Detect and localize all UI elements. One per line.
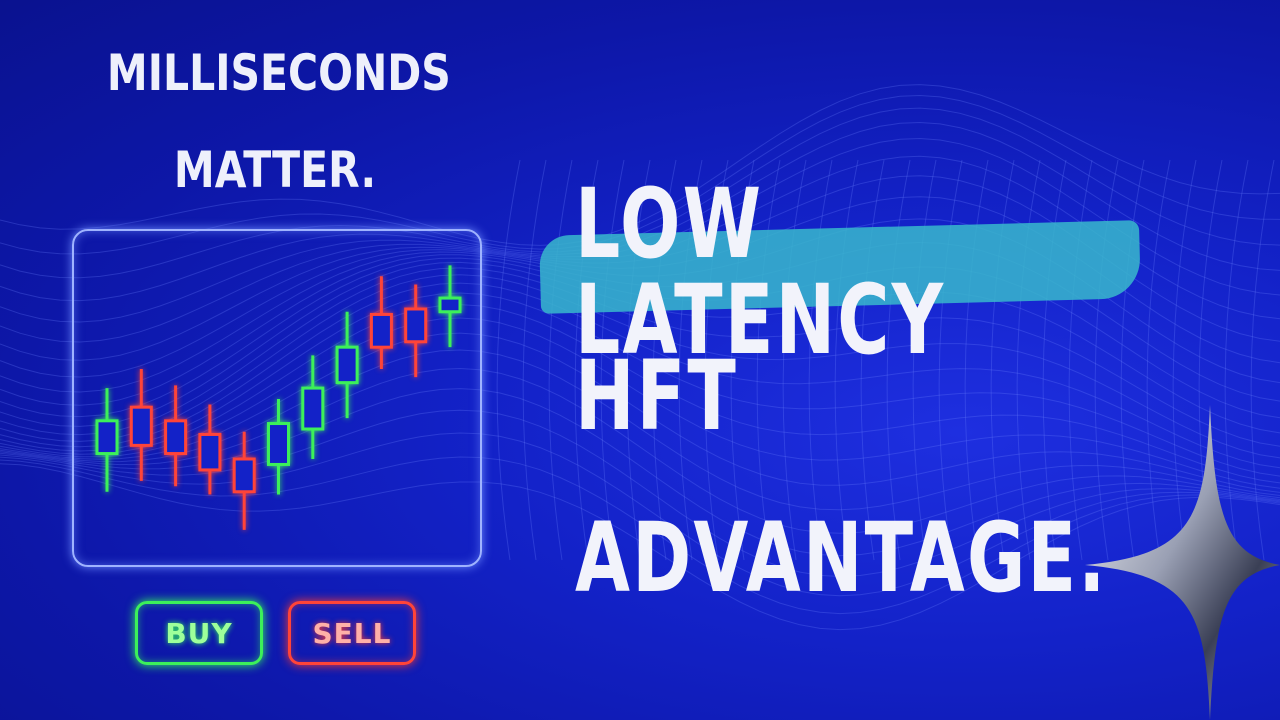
mesh-line [0, 292, 1280, 477]
mesh-line [0, 409, 1280, 578]
candle-body [198, 432, 222, 472]
mesh-line [704, 159, 729, 561]
mesh-line [808, 159, 833, 561]
mesh-line [886, 159, 911, 561]
mesh-line [600, 159, 625, 561]
mesh-line [626, 159, 651, 561]
mesh-line [834, 159, 859, 561]
candle [301, 355, 325, 459]
mesh-line [0, 432, 1280, 597]
candle-body [369, 312, 393, 349]
candle-body [335, 345, 359, 385]
candle-body [129, 405, 153, 447]
mesh-line [730, 159, 755, 561]
mesh-line [0, 84, 1280, 246]
mesh-line [0, 274, 1280, 459]
mesh-line [0, 282, 1280, 469]
mesh-line [548, 159, 573, 561]
candle-body [301, 386, 325, 431]
mesh-line [0, 267, 1280, 447]
candle-body [267, 422, 290, 466]
candle-body [95, 419, 119, 456]
candle [95, 388, 119, 492]
candle [198, 404, 222, 495]
mesh-line [938, 159, 963, 561]
mesh-line [678, 159, 703, 561]
candle-body [404, 307, 428, 344]
mesh-line [964, 159, 989, 561]
mesh-line [0, 94, 1280, 255]
mesh-line [1094, 159, 1119, 561]
mesh-line [1068, 159, 1093, 561]
chart-frame [72, 229, 482, 567]
candle-body [438, 296, 462, 314]
buy-button[interactable]: BUY [135, 601, 263, 665]
candle [369, 276, 393, 369]
headline-line3: ADVANTAGE. [575, 502, 1108, 614]
mesh-line [0, 304, 1280, 484]
candle [404, 284, 428, 378]
candle-body [164, 419, 188, 456]
headline-line1: LOW LATENCY [575, 168, 946, 376]
candle [164, 385, 188, 487]
mesh-line [1016, 159, 1041, 561]
sell-button[interactable]: SELL [288, 601, 416, 665]
mesh-line [522, 159, 547, 561]
mesh-line [782, 159, 807, 561]
mesh-line [860, 159, 885, 561]
mesh-line [0, 317, 1280, 489]
candle [129, 369, 153, 481]
mesh-line [1250, 159, 1275, 561]
mesh-line [1042, 159, 1067, 561]
mesh-line [1146, 159, 1171, 561]
mesh-line [1224, 159, 1249, 561]
candle [267, 399, 290, 495]
mesh-line [756, 159, 781, 561]
candle [232, 431, 256, 530]
mesh-line [652, 159, 677, 561]
mesh-line [0, 463, 1280, 631]
mesh-line [1172, 159, 1197, 561]
mesh-line [0, 456, 1280, 615]
mesh-line [496, 159, 521, 561]
candle [438, 265, 462, 348]
candlestick-chart [95, 265, 462, 530]
candle-body [232, 457, 256, 494]
candle [335, 311, 359, 419]
tagline-line1: MILLISECONDS [106, 44, 451, 102]
mesh-line [912, 159, 937, 561]
mesh-line [990, 159, 1015, 561]
headline-line2: HFT [575, 340, 739, 452]
mesh-line [1120, 159, 1145, 561]
four-point-star-icon [1085, 405, 1280, 720]
tagline-line2: MATTER. [173, 141, 377, 199]
mesh-line [574, 159, 599, 561]
